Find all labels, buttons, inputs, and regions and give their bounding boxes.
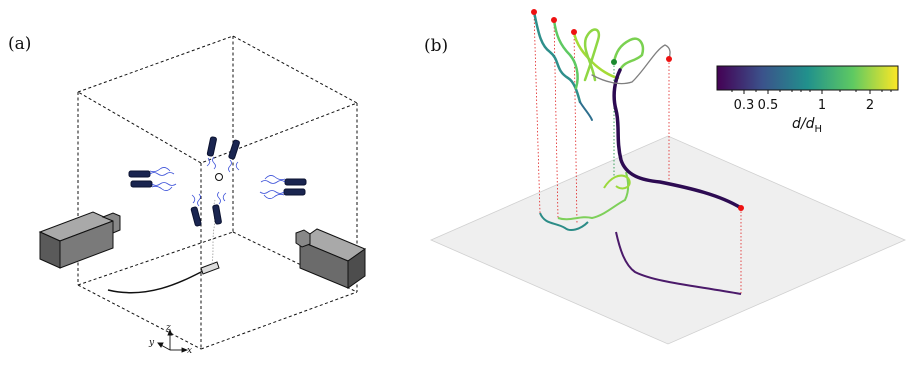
colorbar-label-subscript: H: [815, 124, 823, 135]
projection-line: [533, 11, 541, 214]
trajectory: [612, 68, 743, 210]
actuator-rod: [190, 206, 202, 227]
left-camera: [38, 211, 121, 269]
arrowhead: [181, 347, 189, 353]
colorbar-tick-label: 0.3: [734, 98, 755, 113]
actuator-left: [128, 167, 177, 191]
y-axis-label: y: [148, 338, 155, 348]
trajectory: [552, 18, 579, 90]
jet-turbulence: [191, 191, 227, 207]
cube-edge: [232, 231, 358, 293]
cube-edge: [200, 291, 358, 350]
actuator-rod: [128, 170, 151, 178]
actuator-rod: [212, 204, 222, 225]
x-axis-label: x: [187, 346, 192, 356]
trajectory: [612, 37, 645, 72]
colorbar-tick-label: 0.5: [758, 98, 779, 113]
nozzle: [200, 261, 220, 275]
tank-cube: [76, 35, 359, 350]
trajectory: [583, 28, 601, 82]
axis-triad: [157, 328, 189, 353]
camera-side: [347, 248, 366, 289]
bubble: [215, 173, 223, 181]
bubble-path: [211, 199, 216, 265]
jet-turbulence: [149, 167, 177, 191]
camera-front: [59, 220, 114, 269]
trajectory-shadow: [539, 212, 589, 231]
actuator-top: [206, 136, 240, 173]
trajectory: [572, 30, 620, 80]
trajectory: [532, 10, 582, 104]
panel-b-label: (b): [424, 36, 448, 56]
actuator-rod: [228, 139, 240, 160]
y-axis-line: [160, 344, 171, 351]
panel-b-trajectories: (b): [420, 0, 906, 371]
jet-turbulence: [206, 156, 240, 173]
setup-diagram: (a): [8, 34, 367, 356]
camera-lens: [295, 229, 311, 248]
colorbar-label: d/dH: [792, 116, 822, 135]
colorbar: 0.3 0.5 1 2 d/dH: [716, 65, 899, 135]
end-marker-green: [611, 59, 617, 65]
actuator-bottom: [190, 191, 227, 227]
z-axis-label: z: [165, 323, 171, 333]
arrowhead: [167, 328, 173, 336]
ground-plane: [430, 135, 906, 345]
end-marker: [738, 205, 744, 211]
trajectory-link: [591, 44, 671, 85]
cube-top-face: [76, 35, 359, 164]
trajectories-3d: [532, 10, 743, 210]
trajectory-shadows: [539, 171, 742, 295]
actuator-rod: [283, 188, 306, 196]
projection-line: [553, 19, 559, 219]
trajectory: [579, 101, 593, 121]
end-marker: [571, 29, 577, 35]
injection-tube: [107, 269, 206, 294]
end-marker: [531, 9, 537, 15]
trajectory-shadow: [603, 174, 631, 190]
right-camera: [295, 228, 367, 289]
camera-lens: [101, 212, 121, 234]
end-marker: [551, 17, 557, 23]
colorbar-tick-label: 2: [866, 98, 874, 113]
jet-turbulence: [259, 175, 286, 199]
end-marker: [666, 56, 672, 62]
colorbar-ticks: [731, 90, 892, 94]
colorbar-tick-label: 1: [818, 98, 826, 113]
end-markers: [531, 9, 744, 211]
actuator-right: [259, 175, 307, 199]
arrowhead: [157, 342, 164, 348]
trajectory-plot: (b): [424, 9, 906, 345]
colorbar-label-main: d/d: [792, 116, 815, 132]
cube-edge: [77, 284, 202, 350]
actuator-rod: [206, 136, 217, 157]
panel-a-label: (a): [8, 34, 31, 54]
actuator-rod: [130, 180, 153, 188]
trajectory-shadow: [615, 231, 742, 295]
actuator-rod: [284, 178, 307, 186]
colorbar-gradient: [716, 65, 899, 91]
panel-a-setup: (a): [0, 0, 420, 371]
